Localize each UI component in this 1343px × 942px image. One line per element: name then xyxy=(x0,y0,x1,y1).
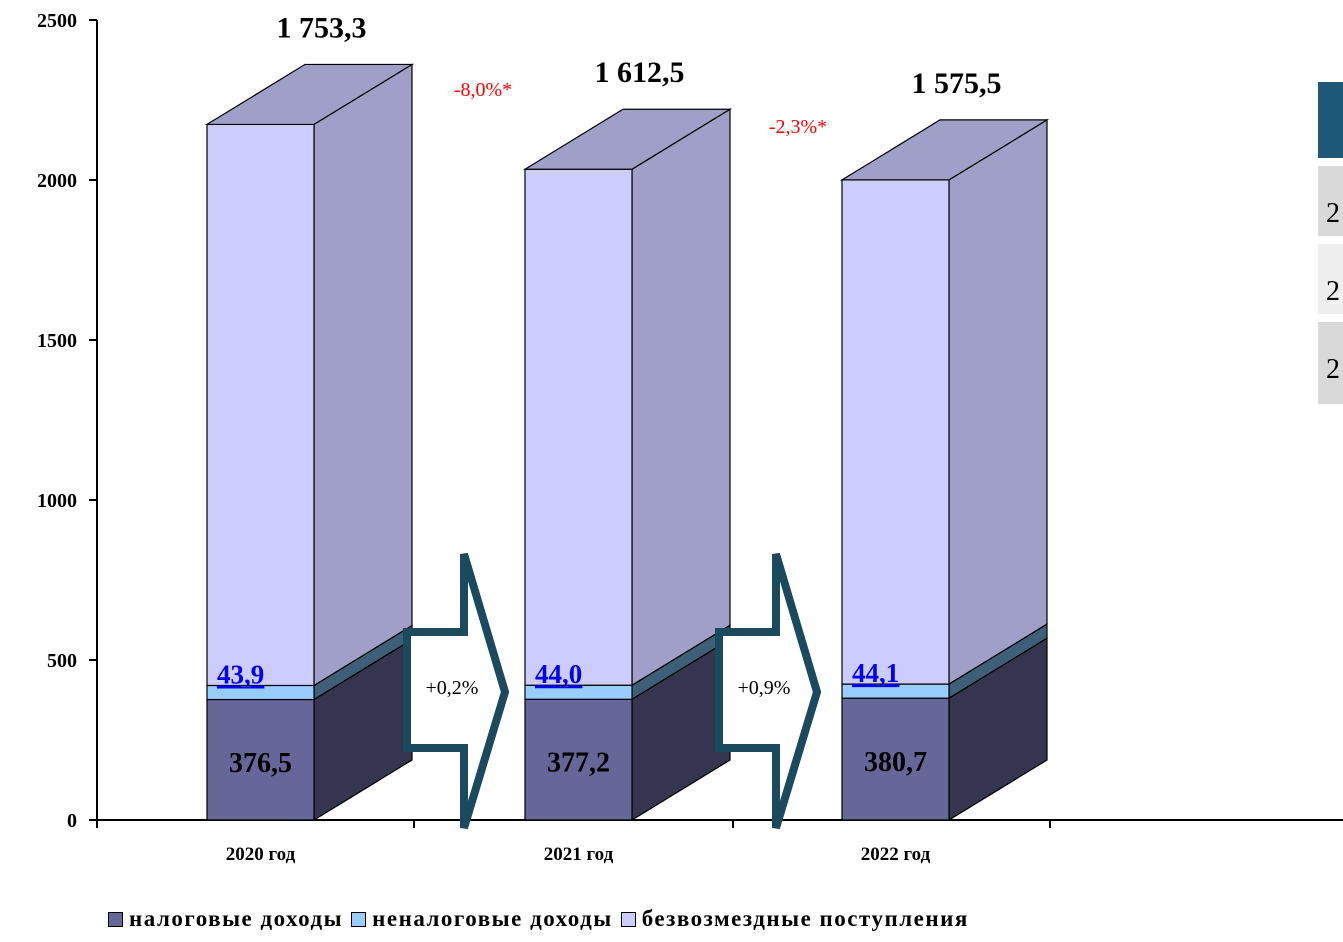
bar-segment-grants-side xyxy=(948,118,1048,686)
bar-top-face xyxy=(839,119,1050,181)
y-tick-label: 2500 xyxy=(37,10,77,32)
side-table-cell: 2 xyxy=(1318,166,1343,236)
y-tick-label: 500 xyxy=(47,650,77,672)
growth-arrow xyxy=(715,552,822,830)
arrow-percent-label: +0,9% xyxy=(738,677,791,699)
growth-percent-label: -8,0%* xyxy=(454,79,512,101)
side-table-cell: 2 xyxy=(1318,244,1343,314)
legend-item-grants: безвозмездные поступления xyxy=(620,906,969,932)
legend-label-tax: налоговые доходы xyxy=(129,906,344,931)
total-value-label: 1 753,3 xyxy=(277,11,367,44)
axes: 0 500 1000 1500 2000 2500 2020 год 2021 год 2022… xyxy=(37,10,1343,865)
side-table-header xyxy=(1318,82,1343,158)
side-table-cell: 2 xyxy=(1318,322,1343,404)
bar-top-face xyxy=(204,63,415,126)
nontax-value-label: 43,9 xyxy=(217,659,264,689)
growth-arrow xyxy=(403,552,510,830)
bar-segment-grants-side xyxy=(313,63,413,687)
bar-segment-grants xyxy=(524,168,633,686)
tax-value-label: 376,5 xyxy=(229,748,292,779)
labels: 1 753,3 376,5 43,9 1 612,5 377,2 44,0 1 575,5 3… xyxy=(217,11,1002,779)
legend-swatch-tax xyxy=(108,911,123,927)
legend-item-nontax: неналоговые доходы xyxy=(351,906,613,932)
tax-value-label: 377,2 xyxy=(547,748,610,779)
legend-label-nontax: неналоговые доходы xyxy=(372,906,613,931)
y-tick-label: 0 xyxy=(67,810,77,832)
legend-swatch-grants xyxy=(620,911,636,927)
bar-segment-grants-side xyxy=(631,108,731,687)
bar-top-face xyxy=(522,108,733,170)
y-tick-label: 1000 xyxy=(37,490,77,512)
bar-segment-grants xyxy=(841,179,950,685)
growth-arrows xyxy=(403,552,822,830)
growth-percent-label: -2,3%* xyxy=(769,116,827,138)
bar-segment-tax xyxy=(524,698,633,821)
total-value-label: 1 575,5 xyxy=(912,67,1002,100)
nontax-value-label: 44,0 xyxy=(535,659,582,689)
x-tick-label: 2022 год xyxy=(861,844,931,865)
legend-label-grants: безвозмездные поступления xyxy=(641,906,969,931)
arrow-percent-label: +0,2% xyxy=(426,677,479,699)
y-tick-label: 1500 xyxy=(37,330,77,352)
legend: налоговые доходы неналоговые доходы безв… xyxy=(108,906,977,932)
nontax-value-label: 44,1 xyxy=(852,658,899,688)
bar-segment-grants xyxy=(206,123,315,687)
y-tick-label: 2000 xyxy=(37,170,77,192)
bar-segment-tax xyxy=(206,698,315,821)
total-value-label: 1 612,5 xyxy=(595,56,685,89)
stacked-bar-chart: 0 500 1000 1500 2000 2500 2020 год 2021 год 2022… xyxy=(37,10,1343,865)
tax-value-label: 380,7 xyxy=(864,747,927,778)
bars xyxy=(204,63,1050,822)
x-tick-label: 2021 год xyxy=(544,844,614,865)
x-tick-label: 2020 год xyxy=(226,844,296,865)
legend-item-tax: налоговые доходы xyxy=(108,906,343,932)
legend-swatch-nontax xyxy=(351,911,367,927)
